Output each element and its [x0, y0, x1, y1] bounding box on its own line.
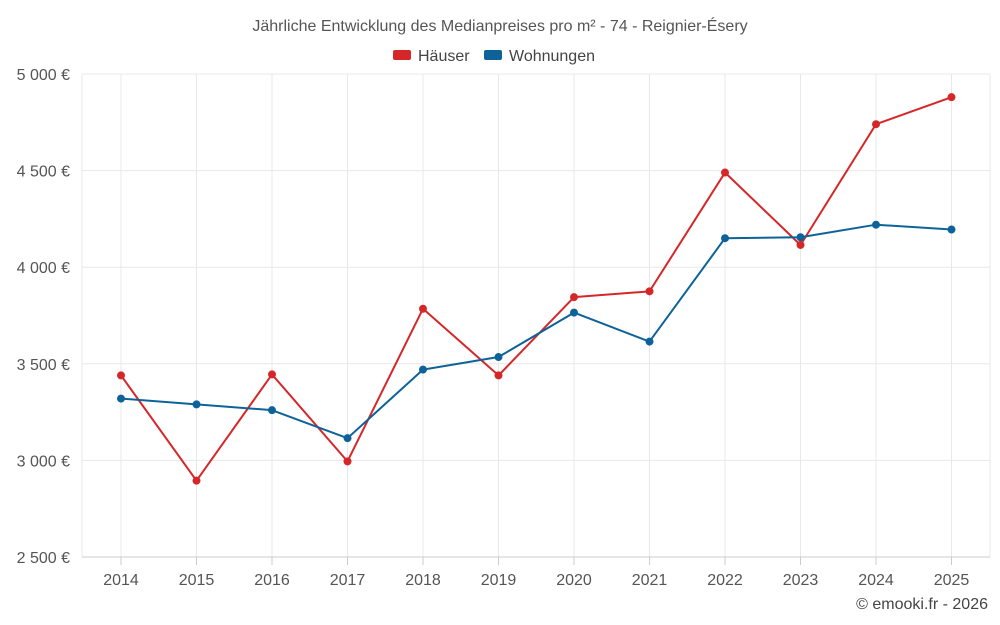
- data-point-h-user[interactable]: [947, 93, 956, 102]
- x-tick-label: 2015: [179, 572, 215, 589]
- x-tick-label: 2024: [858, 572, 894, 589]
- legend-item-h-user[interactable]: Häuser: [393, 48, 470, 65]
- series-layer: [117, 93, 956, 485]
- data-point-h-user[interactable]: [645, 287, 654, 296]
- data-point-h-user[interactable]: [343, 457, 352, 466]
- data-point-h-user[interactable]: [268, 370, 276, 379]
- data-point-h-user[interactable]: [796, 240, 805, 249]
- x-tick-label: 2014: [103, 572, 139, 589]
- y-tick-label: 5 000 €: [17, 67, 70, 84]
- y-tick-label: 4 000 €: [17, 260, 70, 277]
- data-point-wohnungen[interactable]: [645, 337, 654, 346]
- series-wohnungen: [117, 220, 956, 443]
- data-point-wohnungen[interactable]: [721, 234, 729, 243]
- data-point-wohnungen[interactable]: [494, 353, 503, 362]
- chart-title: Jährliche Entwicklung des Medianpreises …: [252, 16, 747, 35]
- data-point-h-user[interactable]: [721, 168, 729, 177]
- legend: Häuser Wohnungen: [393, 48, 595, 65]
- x-axis: 2014 2015 2016 2017 2018 2019 2020 2021 2022 2023…: [103, 557, 969, 589]
- data-point-wohnungen[interactable]: [268, 406, 276, 415]
- gridlines: [81, 73, 991, 558]
- data-point-wohnungen[interactable]: [117, 394, 125, 403]
- legend-swatch-h-user: [393, 50, 411, 60]
- x-tick-label: 2018: [405, 572, 441, 589]
- legend-item-wohnungen[interactable]: Wohnungen: [484, 48, 595, 65]
- x-tick-label: 2020: [556, 572, 592, 589]
- y-tick-label: 3 000 €: [17, 453, 70, 470]
- data-point-wohnungen[interactable]: [343, 434, 352, 443]
- data-point-wohnungen[interactable]: [419, 365, 427, 374]
- data-point-h-user[interactable]: [872, 120, 880, 129]
- legend-label-h-user: Häuser: [418, 48, 470, 65]
- data-point-h-user[interactable]: [117, 371, 125, 380]
- data-point-wohnungen[interactable]: [192, 400, 201, 409]
- y-axis: 2 500 € 3 000 € 3 500 € 4 000 € 4 500 € 5 000…: [17, 67, 70, 567]
- data-point-wohnungen[interactable]: [570, 308, 578, 317]
- x-tick-label: 2022: [707, 572, 743, 589]
- credit-text: © emooki.fr - 2026: [856, 596, 988, 613]
- data-point-wohnungen[interactable]: [796, 233, 805, 242]
- data-point-h-user[interactable]: [494, 371, 503, 380]
- x-tick-label: 2017: [330, 572, 366, 589]
- data-point-wohnungen[interactable]: [947, 225, 956, 234]
- x-tick-label: 2019: [481, 572, 517, 589]
- data-point-h-user[interactable]: [570, 293, 578, 302]
- x-tick-label: 2023: [783, 572, 819, 589]
- x-tick-label: 2016: [254, 572, 290, 589]
- data-point-h-user[interactable]: [192, 476, 201, 485]
- series-h-user: [117, 93, 956, 485]
- legend-swatch-wohnungen: [484, 50, 502, 60]
- data-point-h-user[interactable]: [419, 304, 427, 313]
- legend-label-wohnungen: Wohnungen: [509, 48, 595, 65]
- y-tick-label: 3 500 €: [17, 357, 70, 374]
- x-tick-label: 2021: [632, 572, 668, 589]
- y-tick-label: 2 500 €: [17, 550, 70, 567]
- series-line-wohnungen: [120, 223, 952, 440]
- y-tick-label: 4 500 €: [17, 164, 70, 181]
- x-tick-label: 2025: [934, 572, 970, 589]
- data-point-wohnungen[interactable]: [872, 220, 880, 229]
- series-line-h-user: [120, 96, 952, 482]
